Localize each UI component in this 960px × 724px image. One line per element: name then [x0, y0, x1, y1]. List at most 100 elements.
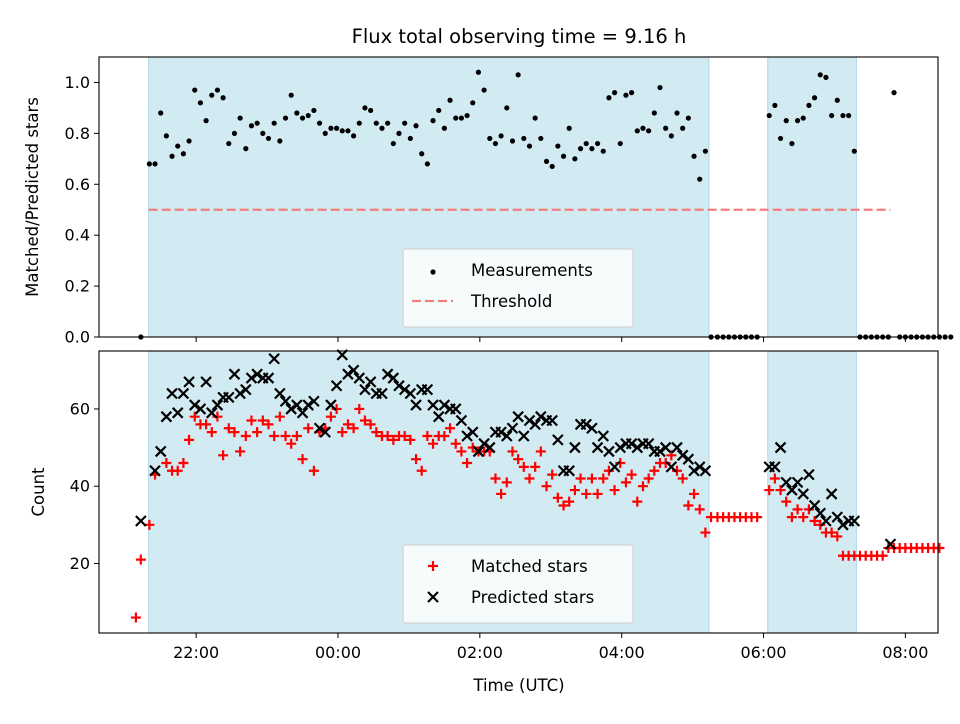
data-point: [825, 488, 838, 500]
data-point: [851, 148, 857, 154]
data-point: [523, 414, 536, 427]
data-point: [564, 496, 575, 507]
data-point: [411, 454, 422, 465]
data-point: [666, 450, 677, 461]
data-point: [271, 120, 277, 126]
legend: Measurements Threshold: [402, 248, 634, 328]
x-tick-label: 00:00: [315, 643, 361, 662]
data-point: [396, 130, 402, 136]
legend-box: [402, 248, 634, 328]
data-point: [472, 445, 485, 458]
data-point: [552, 434, 564, 446]
data-point: [817, 72, 823, 78]
data-point: [487, 135, 493, 142]
data-point: [441, 125, 447, 131]
data-point: [325, 411, 336, 422]
data-point: [368, 107, 374, 114]
data-point: [169, 153, 175, 159]
data-point: [248, 123, 255, 129]
data-point: [274, 411, 285, 422]
data-point: [591, 441, 604, 454]
data-point: [154, 445, 167, 458]
data-point: [800, 115, 806, 121]
data-point: [252, 427, 263, 438]
data-point: [623, 92, 629, 98]
data-point: [299, 115, 306, 121]
data-point: [237, 115, 243, 121]
data-point: [404, 387, 417, 400]
data-point: [359, 383, 371, 396]
data-point: [234, 387, 246, 400]
data-point: [330, 379, 343, 392]
data-point: [834, 97, 840, 103]
data-point: [774, 441, 787, 454]
data-point: [577, 146, 584, 152]
data-point: [689, 488, 700, 499]
data-point: [285, 403, 297, 415]
data-point: [772, 102, 778, 108]
data-point: [840, 112, 846, 119]
data-point: [700, 527, 711, 538]
data-point: [407, 135, 413, 142]
top-panel: 0.0 0.2 0.4 0.6 0.8 1.0 Measurements Threshold: [65, 56, 954, 347]
series-matched-stars: [131, 404, 945, 623]
bottom-panel: 20 40 60 22:00 00:00 02:00 04:00 06:00 08:00 Matc…: [70, 350, 945, 662]
data-point: [189, 411, 200, 422]
data-point: [197, 100, 204, 106]
data-point: [640, 125, 646, 131]
data-point: [677, 473, 688, 484]
data-point: [387, 372, 400, 384]
data-point: [532, 115, 538, 121]
data-point: [385, 120, 391, 126]
data-point: [781, 496, 792, 507]
data-point: [693, 461, 706, 473]
data-point: [811, 95, 818, 101]
data-point: [792, 504, 803, 515]
data-point: [521, 135, 527, 142]
data-point: [422, 430, 433, 441]
data-point: [809, 515, 820, 526]
data-point: [201, 419, 212, 430]
data-point: [786, 512, 797, 523]
data-point: [376, 387, 388, 400]
data-point: [614, 441, 627, 454]
data-point: [829, 112, 835, 119]
data-point: [495, 426, 507, 438]
data-point: [832, 531, 843, 542]
y-tick-label: 0.8: [65, 124, 90, 143]
data-point: [402, 120, 408, 126]
y-tick-label: 1.0: [65, 73, 90, 92]
data-point: [135, 554, 146, 565]
data-point: [846, 112, 852, 119]
data-point: [439, 430, 450, 441]
data-point: [294, 110, 300, 116]
data-point: [268, 352, 280, 365]
data-point: [209, 92, 215, 98]
data-point: [296, 407, 309, 419]
data-point: [569, 441, 581, 454]
legend-marker: [430, 269, 436, 275]
x-axis-label: Time (UTC): [472, 676, 564, 695]
data-point: [580, 418, 593, 431]
chart-title: Flux total observing time = 9.16 h: [352, 25, 687, 48]
data-point: [683, 500, 694, 511]
observing-interval-band: [767, 57, 857, 337]
data-point: [240, 383, 252, 396]
data-point: [257, 415, 268, 426]
data-point: [512, 410, 524, 423]
series-measurements: [138, 69, 954, 340]
data-point: [688, 464, 700, 477]
data-point: [316, 120, 323, 126]
data-point: [654, 445, 666, 458]
data-point: [205, 407, 218, 419]
x-tick-label: 02:00: [457, 643, 503, 662]
data-point: [496, 488, 507, 499]
data-point: [149, 464, 161, 477]
top-y-axis-label: Matched/Predicted stars: [23, 97, 42, 297]
data-point: [769, 473, 780, 484]
data-point: [430, 118, 436, 124]
data-point: [424, 161, 430, 167]
data-point: [563, 464, 575, 477]
data-point: [697, 176, 703, 182]
